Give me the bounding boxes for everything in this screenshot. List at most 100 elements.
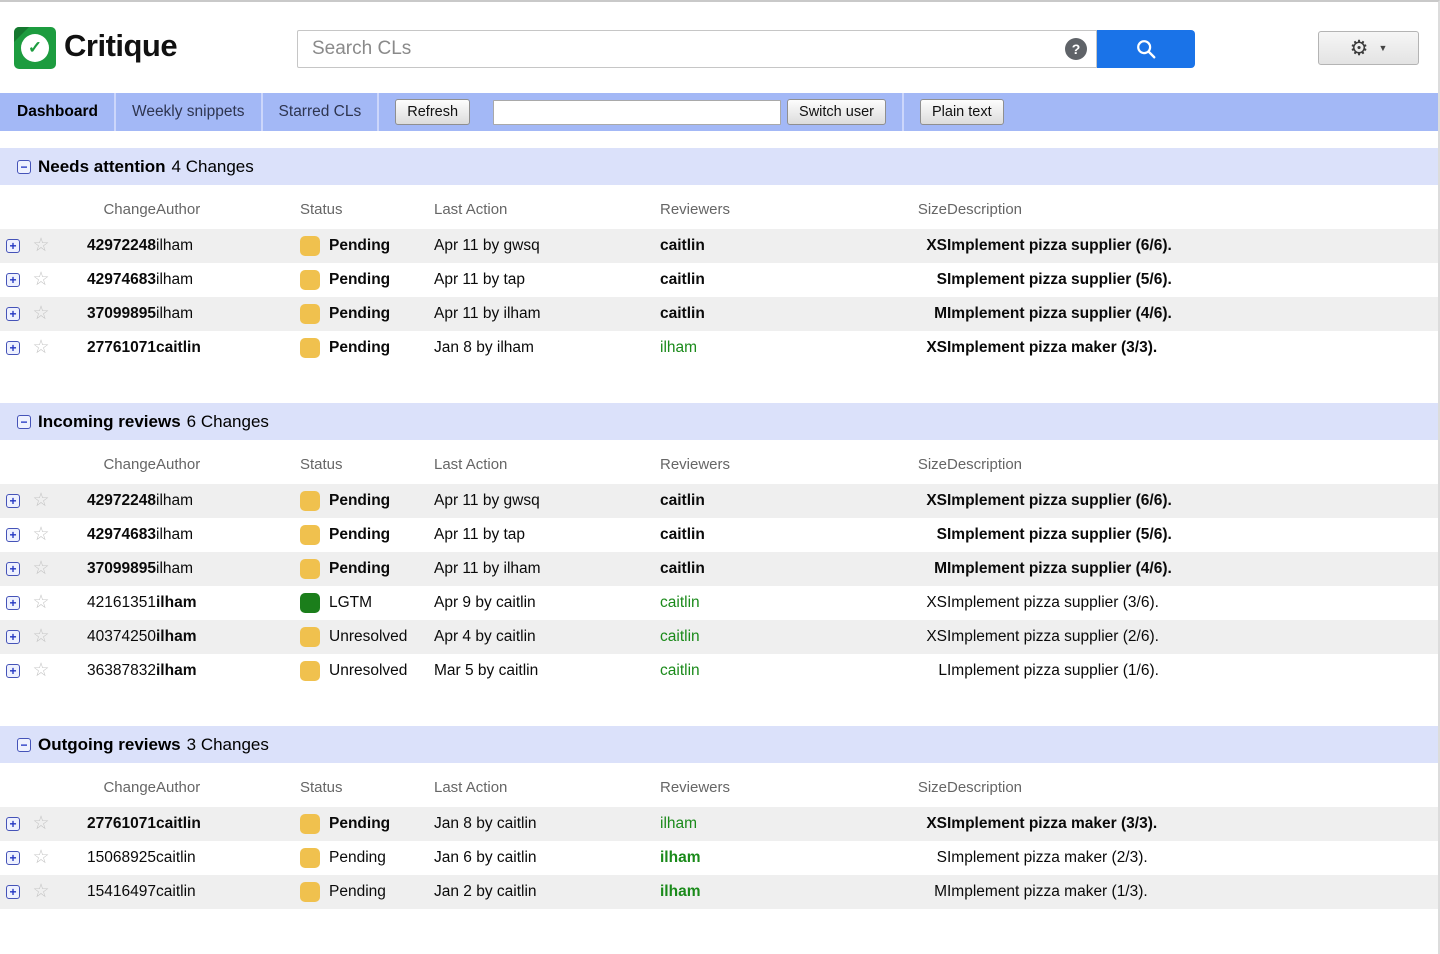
expand-icon[interactable]: + — [6, 664, 20, 678]
collapse-icon[interactable]: − — [17, 737, 31, 752]
cl-description[interactable]: Implement pizza supplier (4/6). — [947, 552, 1438, 586]
critique-logo-icon: ✓ — [14, 27, 56, 69]
expand-icon[interactable]: + — [6, 307, 20, 321]
cl-description[interactable]: Implement pizza maker (3/3). — [947, 807, 1438, 841]
cl-change[interactable]: 27761071 — [87, 339, 156, 356]
cl-change[interactable]: 42972248 — [56, 229, 156, 263]
expand-icon[interactable]: + — [6, 239, 20, 253]
cl-last-action: Jan 8 by ilham — [434, 339, 534, 356]
cl-change[interactable]: 36387832 — [87, 662, 156, 679]
cl-author: caitlin — [156, 339, 201, 356]
cl-description[interactable]: Implement pizza supplier (5/6). — [947, 526, 1172, 543]
switch-user-button[interactable]: Switch user — [787, 99, 886, 125]
expand-icon[interactable]: + — [6, 885, 20, 899]
star-icon[interactable]: ☆ — [32, 626, 50, 647]
cl-status-label: Pending — [329, 339, 391, 356]
status-chip-icon — [300, 661, 320, 681]
star-icon[interactable]: ☆ — [32, 847, 50, 868]
cl-status-label: Unresolved — [329, 662, 408, 679]
cl-description[interactable]: Implement pizza supplier (3/6). — [947, 594, 1159, 611]
settings-menu-button[interactable]: ⚙ ▼ — [1318, 31, 1419, 65]
section-title: Incoming reviews — [38, 411, 181, 431]
cl-change[interactable]: 42974683 — [87, 526, 156, 543]
cl-last-action: Apr 9 by caitlin — [434, 594, 536, 611]
expand-icon[interactable]: + — [6, 817, 20, 831]
star-icon[interactable]: ☆ — [32, 337, 50, 358]
collapse-icon[interactable]: − — [17, 159, 31, 174]
cl-reviewers: ilham — [660, 807, 910, 841]
section-header: − Needs attention 4 Changes — [0, 148, 1438, 185]
cl-description[interactable]: Implement pizza maker (2/3). — [947, 849, 1148, 866]
nav-tab-dashboard[interactable]: Dashboard — [17, 103, 98, 120]
cl-change[interactable]: 42972248 — [56, 484, 156, 518]
cl-last-action: Jan 2 by caitlin — [434, 875, 660, 909]
table-row: + ☆ 15068925 caitlin Pending Jan 6 by ca… — [0, 841, 1438, 875]
cl-reviewers: caitlin — [660, 594, 700, 611]
cl-change[interactable]: 37099895 — [56, 552, 156, 586]
star-icon[interactable]: ☆ — [32, 235, 50, 256]
cl-status-label: Pending — [329, 815, 391, 832]
cl-reviewers: caitlin — [660, 552, 910, 586]
search-help-icon[interactable]: ? — [1065, 38, 1087, 60]
star-icon[interactable]: ☆ — [32, 490, 50, 511]
star-icon[interactable]: ☆ — [32, 660, 50, 681]
cl-last-action: Apr 11 by gwsq — [434, 484, 660, 518]
expand-icon[interactable]: + — [6, 494, 20, 508]
expand-icon[interactable]: + — [6, 341, 20, 355]
column-header-reviewers: Reviewers — [660, 779, 731, 796]
nav-tab-weekly-snippets[interactable]: Weekly snippets — [131, 103, 245, 120]
user-input[interactable] — [493, 99, 782, 125]
table-row: + ☆ 36387832 ilham Unresolved Mar 5 by c… — [0, 654, 1438, 688]
star-icon[interactable]: ☆ — [32, 524, 50, 545]
star-icon[interactable]: ☆ — [32, 558, 50, 579]
column-header-change: Change — [103, 201, 156, 218]
cl-change[interactable]: 37099895 — [56, 297, 156, 331]
column-header-author: Author — [156, 779, 201, 796]
cl-description[interactable]: Implement pizza supplier (2/6). — [947, 620, 1438, 654]
cl-description[interactable]: Implement pizza supplier (6/6). — [947, 484, 1438, 518]
nav-tab-starred-cls[interactable]: Starred CLs — [278, 103, 362, 120]
header-spacer — [0, 440, 26, 484]
cl-description[interactable]: Implement pizza supplier (1/6). — [947, 662, 1159, 679]
cl-status-label: Pending — [329, 560, 391, 577]
search-button[interactable] — [1097, 30, 1195, 68]
cl-description[interactable]: Implement pizza supplier (6/6). — [947, 229, 1438, 263]
cl-author: caitlin — [156, 875, 300, 909]
expand-icon[interactable]: + — [6, 851, 20, 865]
cl-last-action: Jan 6 by caitlin — [434, 849, 537, 866]
refresh-button[interactable]: Refresh — [395, 99, 471, 125]
expand-icon[interactable]: + — [6, 630, 20, 644]
expand-icon[interactable]: + — [6, 273, 20, 287]
cl-change[interactable]: 27761071 — [56, 807, 156, 841]
star-icon[interactable]: ☆ — [32, 813, 50, 834]
cl-author: caitlin — [156, 849, 196, 866]
column-header-reviewers: Reviewers — [660, 456, 731, 473]
cl-description[interactable]: Implement pizza supplier (4/6). — [947, 297, 1438, 331]
star-icon[interactable]: ☆ — [32, 303, 50, 324]
column-header-size: Size — [917, 779, 947, 796]
cl-change[interactable]: 42161351 — [87, 594, 156, 611]
table-row: + ☆ 27761071 caitlin Pending Jan 8 by ca… — [0, 807, 1438, 841]
search-icon — [1135, 38, 1157, 60]
cl-author: ilham — [156, 297, 300, 331]
cl-description[interactable]: Implement pizza maker (3/3). — [947, 339, 1158, 356]
cl-description[interactable]: Implement pizza maker (1/3). — [947, 875, 1438, 909]
collapse-icon[interactable]: − — [17, 414, 31, 429]
star-icon[interactable]: ☆ — [32, 269, 50, 290]
expand-icon[interactable]: + — [6, 562, 20, 576]
cl-change[interactable]: 40374250 — [56, 620, 156, 654]
cl-change[interactable]: 42974683 — [87, 271, 156, 288]
plain-text-button[interactable]: Plain text — [919, 99, 1004, 125]
cl-change[interactable]: 15068925 — [87, 849, 156, 866]
cl-size: M — [910, 875, 947, 909]
cl-change[interactable]: 15416497 — [56, 875, 156, 909]
star-icon[interactable]: ☆ — [32, 592, 50, 613]
cl-table: Change Author Status Last Action Reviewe… — [0, 185, 1438, 365]
column-header-change: Change — [103, 779, 156, 796]
expand-icon[interactable]: + — [6, 596, 20, 610]
expand-icon[interactable]: + — [6, 528, 20, 542]
cl-description[interactable]: Implement pizza supplier (5/6). — [947, 271, 1172, 288]
search-input[interactable] — [297, 30, 1097, 68]
star-icon[interactable]: ☆ — [32, 881, 50, 902]
